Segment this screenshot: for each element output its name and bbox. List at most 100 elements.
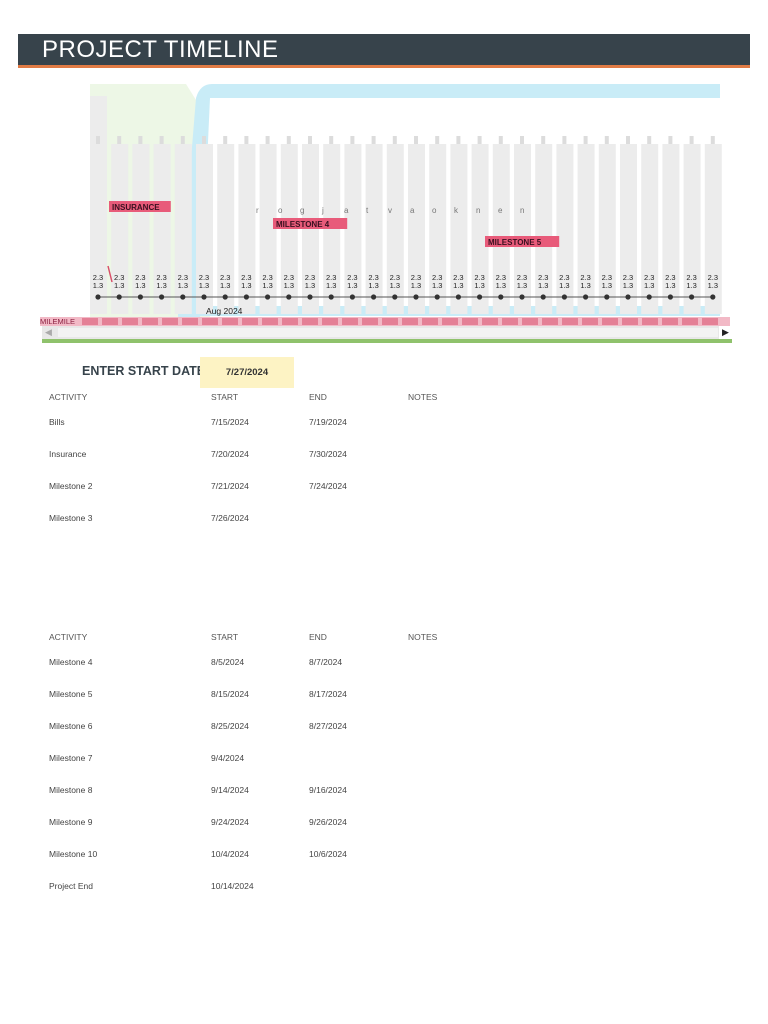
notes-cell[interactable]: [404, 774, 508, 806]
tick-label-top: 2.3: [411, 273, 421, 282]
tick-label-bottom: 1.3: [474, 281, 484, 290]
notes-cell[interactable]: [404, 838, 508, 870]
activity-cell[interactable]: Milestone 9: [49, 817, 93, 827]
start-cell[interactable]: 9/4/2024: [211, 753, 245, 763]
tick-label-bottom: 1.3: [453, 281, 463, 290]
activity-cell[interactable]: Milestone 3: [49, 513, 93, 523]
milestone-strip-label: MILEMILE: [40, 317, 75, 326]
activity-cell[interactable]: Milestone 5: [49, 689, 93, 699]
start-cell[interactable]: 9/24/2024: [211, 817, 249, 827]
strip-segment: [362, 318, 378, 325]
end-cell[interactable]: 9/16/2024: [309, 785, 347, 795]
end-cell[interactable]: [305, 742, 404, 774]
timeline-point: [243, 294, 249, 300]
scroll-thumb[interactable]: [58, 328, 718, 337]
end-cell[interactable]: 8/17/2024: [309, 689, 347, 699]
start-date-input[interactable]: 7/27/2024: [200, 357, 294, 388]
start-cell[interactable]: 8/25/2024: [211, 721, 249, 731]
activity-cell[interactable]: Bills: [49, 417, 65, 427]
end-cell[interactable]: [305, 870, 404, 902]
activity-cell[interactable]: Milestone 7: [49, 753, 93, 763]
activity-cell[interactable]: Milestone 2: [49, 481, 93, 491]
notes-cell[interactable]: [404, 806, 508, 838]
end-cell[interactable]: 7/19/2024: [309, 417, 347, 427]
table-header-row: ACTIVITY START END NOTES: [45, 628, 508, 646]
end-cell[interactable]: 9/26/2024: [309, 817, 347, 827]
start-cell[interactable]: 7/21/2024: [211, 481, 249, 491]
timeline-point: [689, 294, 695, 300]
timeline-column: [132, 144, 150, 314]
activity-cell[interactable]: Milestone 10: [49, 849, 98, 859]
timeline-point: [201, 294, 207, 300]
notes-cell[interactable]: [404, 438, 508, 470]
notes-cell[interactable]: [404, 678, 508, 710]
start-cell[interactable]: 8/5/2024: [211, 657, 245, 667]
notes-cell[interactable]: [404, 502, 508, 534]
notes-cell[interactable]: [404, 742, 508, 774]
tick-label-top: 2.3: [135, 273, 145, 282]
end-cell[interactable]: 7/24/2024: [309, 481, 347, 491]
scroll-left-arrow-icon[interactable]: ◀: [45, 327, 52, 337]
notes-cell[interactable]: [404, 470, 508, 502]
end-cell[interactable]: 10/6/2024: [309, 849, 347, 859]
timeline-point: [519, 294, 525, 300]
blue-band-bottom: [178, 306, 720, 316]
timeline-column: [386, 144, 404, 314]
tick-label-top: 2.3: [220, 273, 230, 282]
activity-cell[interactable]: Project End: [49, 881, 93, 891]
start-cell[interactable]: 9/14/2024: [211, 785, 249, 795]
notes-cell[interactable]: [404, 406, 508, 438]
start-cell[interactable]: 8/15/2024: [211, 689, 249, 699]
strip-segment: [682, 318, 698, 325]
tick-label-bottom: 1.3: [538, 281, 548, 290]
activity-cell[interactable]: Milestone 8: [49, 785, 93, 795]
scattered-glyph: v: [388, 206, 392, 215]
start-cell[interactable]: 7/26/2024: [211, 513, 249, 523]
end-cell[interactable]: [305, 502, 404, 534]
table-row: Milestone 7 9/4/2024: [45, 742, 508, 774]
strip-segment: [522, 318, 538, 325]
start-cell[interactable]: 10/4/2024: [211, 849, 249, 859]
end-cell[interactable]: 8/7/2024: [309, 657, 343, 667]
timeline-point: [604, 294, 610, 300]
timeline-point: [371, 294, 377, 300]
table-row: Milestone 3 7/26/2024: [45, 502, 508, 534]
end-cell[interactable]: 7/30/2024: [309, 449, 347, 459]
tick-label-bottom: 1.3: [284, 281, 294, 290]
activity-cell[interactable]: Milestone 4: [49, 657, 93, 667]
page-title: PROJECT TIMELINE: [42, 36, 279, 63]
notes-cell[interactable]: [404, 710, 508, 742]
notes-cell[interactable]: [404, 646, 508, 678]
strip-segment: [662, 318, 678, 325]
timeline-column: [704, 144, 722, 314]
column-cap: [265, 136, 270, 144]
timeline-svg: INSURANCE MILESTONE 4 MILESTONE 5 r o g j a t v a o…: [40, 84, 730, 326]
column-cap: [180, 136, 185, 144]
start-date-label: ENTER START DATE:: [82, 364, 210, 378]
notes-cell[interactable]: [404, 870, 508, 902]
tick-label-top: 2.3: [580, 273, 590, 282]
scroll-right-arrow-icon[interactable]: ▶: [719, 326, 732, 339]
start-cell[interactable]: 7/15/2024: [211, 417, 249, 427]
column-cap: [350, 136, 355, 144]
start-cell[interactable]: 7/20/2024: [211, 449, 249, 459]
timeline-column: [259, 144, 277, 314]
scattered-glyph: j: [321, 206, 324, 215]
activity-cell[interactable]: Insurance: [49, 449, 87, 459]
timeline-scrollbar[interactable]: ◀ ▶: [42, 326, 732, 343]
tick-label-bottom: 1.3: [220, 281, 230, 290]
activity-cell[interactable]: Milestone 6: [49, 721, 93, 731]
tick-label-top: 2.3: [602, 273, 612, 282]
start-cell[interactable]: 10/14/2024: [211, 881, 254, 891]
strip-segment: [562, 318, 578, 325]
timeline-column: [196, 144, 213, 314]
header-notes: NOTES: [408, 632, 438, 642]
end-cell[interactable]: 8/27/2024: [309, 721, 347, 731]
column-cap: [414, 136, 418, 144]
timeline-point: [561, 294, 568, 300]
tick-label-bottom: 1.3: [665, 281, 675, 290]
tick-label-top: 2.3: [284, 273, 294, 282]
tick-label-top: 2.3: [686, 273, 696, 282]
tick-label-bottom: 1.3: [411, 281, 421, 290]
strip-segment: [182, 318, 198, 325]
